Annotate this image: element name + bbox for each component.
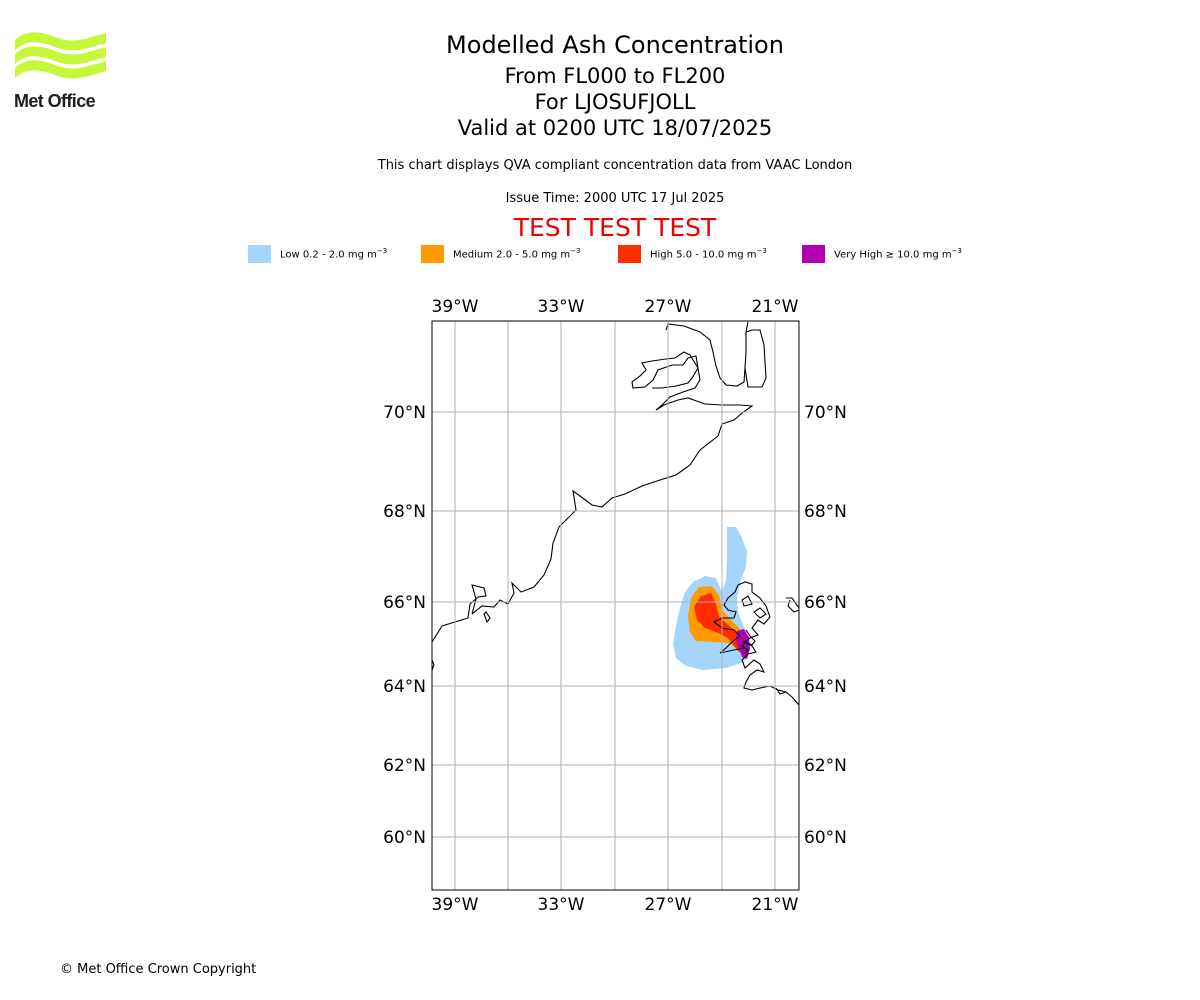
flight-level-range: From FL000 to FL200 — [504, 64, 726, 88]
coastlines — [432, 321, 799, 706]
legend-swatch-very-high — [802, 245, 825, 263]
lat-label-right: 64°N — [804, 677, 847, 697]
legend-swatch-low — [248, 245, 271, 263]
test-banner: TEST TEST TEST — [513, 213, 717, 242]
lon-label-bottom: 33°W — [538, 895, 585, 915]
valid-time: Valid at 0200 UTC 18/07/2025 — [457, 116, 773, 140]
volcano-name: For LJOSUFJOLL — [534, 90, 696, 114]
lat-label-left: 60°N — [383, 828, 426, 848]
legend-unit-exponent: −3 — [570, 247, 581, 255]
lat-label-left: 64°N — [383, 677, 426, 697]
lon-label-top: 33°W — [538, 297, 585, 317]
lat-label-left: 70°N — [383, 403, 426, 423]
chart-title: Modelled Ash Concentration — [446, 31, 784, 59]
lat-label-left: 62°N — [383, 756, 426, 776]
lat-label-right: 68°N — [804, 502, 847, 522]
legend-label-very-high: Very High ≥ 10.0 mg m — [834, 249, 952, 261]
lat-label-right: 70°N — [804, 403, 847, 423]
ash-high-area — [694, 593, 746, 655]
legend-label-low: Low 0.2 - 2.0 mg m — [280, 249, 377, 261]
met-office-logo — [15, 32, 106, 79]
legend-unit-exponent: −3 — [951, 247, 962, 255]
legend-unit-exponent: −3 — [376, 247, 388, 255]
chart-description: This chart displays QVA compliant concen… — [377, 158, 853, 173]
lat-label-right: 60°N — [804, 828, 847, 848]
lon-label-top: 27°W — [645, 297, 692, 317]
legend-unit-exponent: −3 — [756, 247, 767, 255]
copyright-notice: © Met Office Crown Copyright — [60, 962, 257, 977]
lon-label-bottom: 21°W — [752, 895, 799, 915]
lon-label-top: 39°W — [432, 297, 479, 317]
legend-label-high: High 5.0 - 10.0 mg m — [650, 249, 757, 261]
lat-label-right: 66°N — [804, 593, 847, 613]
legend-swatch-high — [618, 245, 641, 263]
lat-label-left: 66°N — [383, 593, 426, 613]
map-gridlines — [432, 321, 799, 890]
legend-swatch-medium — [421, 245, 444, 263]
lat-label-left: 68°N — [383, 502, 426, 522]
lon-label-bottom: 27°W — [645, 895, 692, 915]
lon-label-bottom: 39°W — [432, 895, 479, 915]
issue-time: Issue Time: 2000 UTC 17 Jul 2025 — [505, 191, 725, 206]
met-office-wordmark: Met Office — [14, 91, 96, 111]
legend-label-medium: Medium 2.0 - 5.0 mg m — [453, 249, 571, 261]
lat-label-right: 62°N — [804, 756, 847, 776]
lon-label-top: 21°W — [752, 297, 799, 317]
map-frame — [431, 320, 800, 891]
